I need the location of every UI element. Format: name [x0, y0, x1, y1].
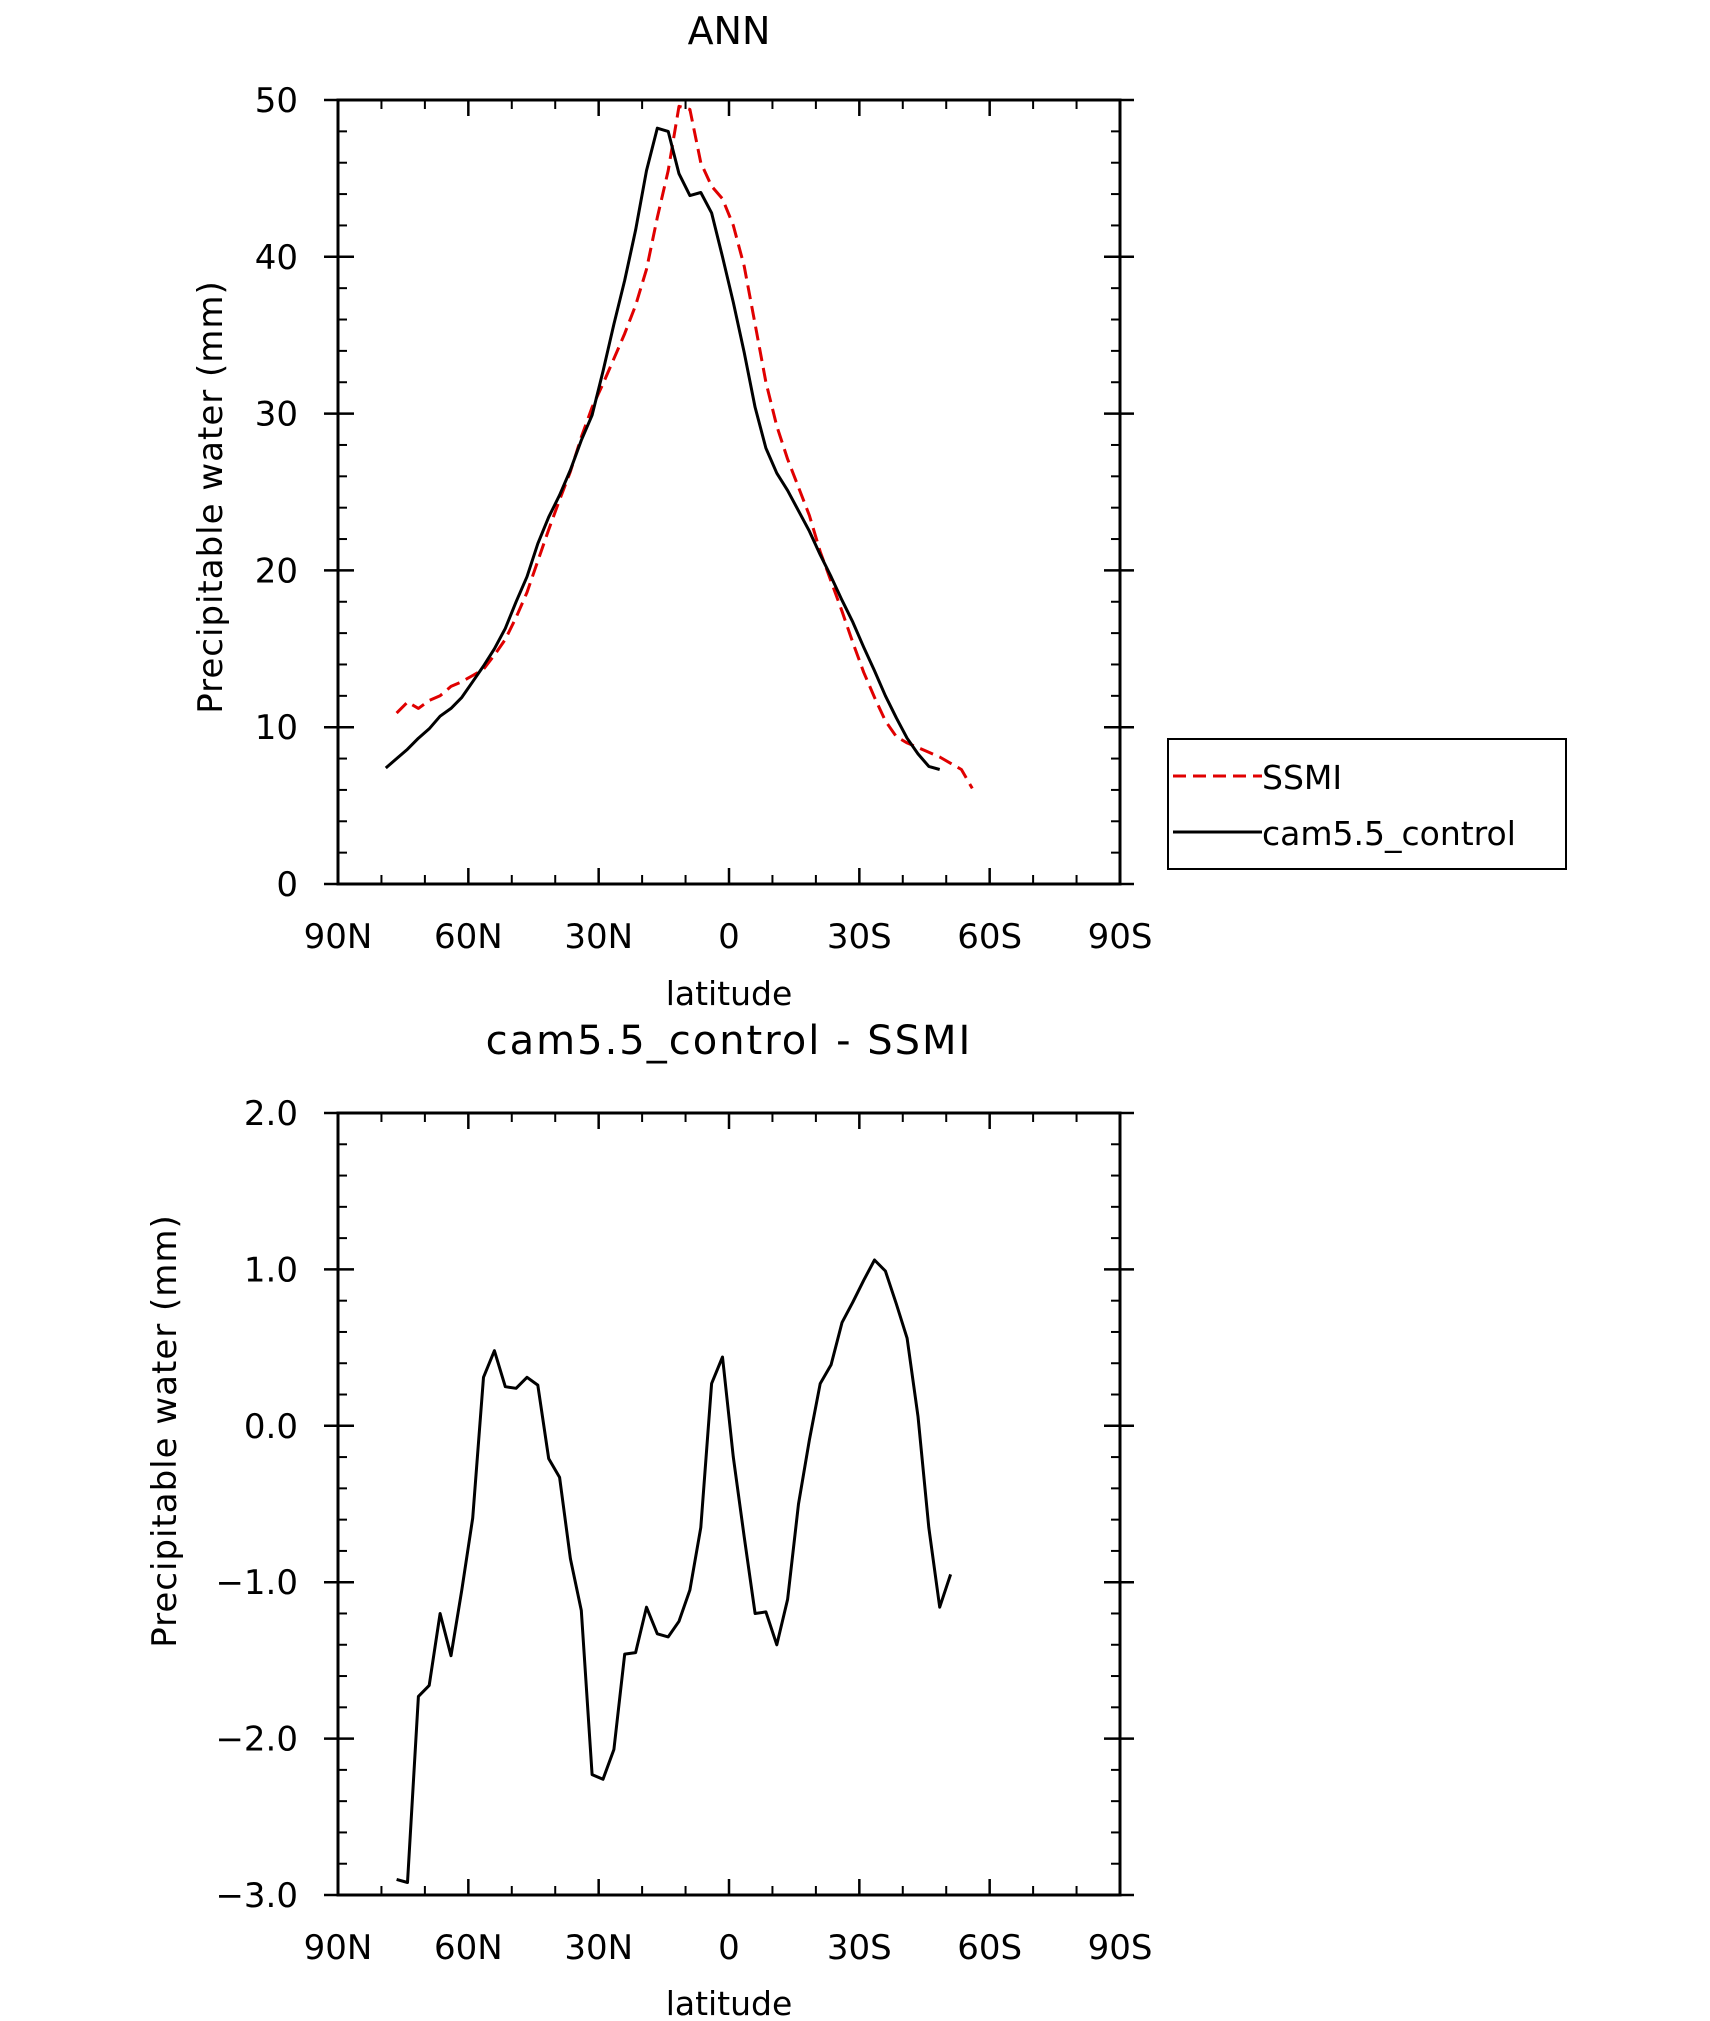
x-tick-label: 30S — [827, 917, 892, 957]
x-tick-label: 60N — [434, 917, 503, 957]
x-tick-label: 90N — [304, 1928, 373, 1968]
y-axis-label: Precipitable water (mm) — [145, 1214, 185, 1648]
y-tick-label: 2.0 — [244, 1094, 298, 1134]
plot-frame — [336, 1111, 1122, 1897]
legend-label-ssmi: SSMI — [1262, 758, 1342, 797]
annual-mean-chart: ANN Precipitable water (mm) latitude 90N… — [191, 9, 1567, 1013]
y-tick-label: 50 — [255, 81, 298, 121]
y-tick-label: 40 — [255, 238, 298, 278]
chart-title: ANN — [688, 9, 771, 53]
x-axis-label: latitude — [666, 1984, 793, 2021]
y-axis-label: Precipitable water (mm) — [191, 280, 231, 714]
y-tick-label: 0.0 — [244, 1407, 298, 1447]
y-tick-label: −3.0 — [215, 1876, 298, 1916]
legend: SSMI cam5.5_control — [1167, 738, 1567, 870]
x-tick-label: 60S — [957, 1928, 1022, 1968]
x-tick-label: 60S — [957, 917, 1022, 957]
y-tick-label: 20 — [255, 551, 298, 591]
plot-lines — [384, 104, 974, 790]
y-tick-label: 1.0 — [244, 1250, 298, 1290]
x-tick-label: 30N — [564, 1928, 633, 1968]
plot-axes: 90N 60N 30N 0 30S 60S 90S −3.0 −2.0 −1.0 0.0 1.0 2.0 — [215, 1094, 1152, 1968]
series-line — [396, 1258, 953, 1884]
y-tick-label: −2.0 — [215, 1720, 298, 1760]
y-tick-label: 30 — [255, 395, 298, 435]
x-axis-label: latitude — [666, 974, 793, 1013]
series-line — [384, 126, 941, 771]
x-tick-label: 90S — [1088, 917, 1153, 957]
x-tick-label: 30N — [564, 917, 633, 957]
x-tick-label: 0 — [718, 917, 740, 957]
x-tick-label: 90N — [304, 917, 373, 957]
y-tick-label: 10 — [255, 708, 298, 748]
y-tick-label: 0 — [276, 865, 298, 905]
x-tick-label: 60N — [434, 1928, 503, 1968]
x-tick-label: 90S — [1088, 1928, 1153, 1968]
difference-chart: cam5.5_control - SSMI Precipitable water… — [145, 1018, 1152, 2021]
chart-title: cam5.5_control - SSMI — [486, 1018, 973, 1064]
x-tick-label: 30S — [827, 1928, 892, 1968]
series-line — [395, 104, 974, 790]
plot-lines — [396, 1258, 953, 1884]
x-tick-label: 0 — [718, 1928, 740, 1968]
legend-box — [1167, 738, 1567, 870]
legend-label-cam: cam5.5_control — [1262, 814, 1516, 853]
y-tick-label: −1.0 — [215, 1563, 298, 1603]
plot-axes: 90N 60N 30N 0 30S 60S 90S 0 10 20 30 40 50 — [255, 81, 1153, 957]
